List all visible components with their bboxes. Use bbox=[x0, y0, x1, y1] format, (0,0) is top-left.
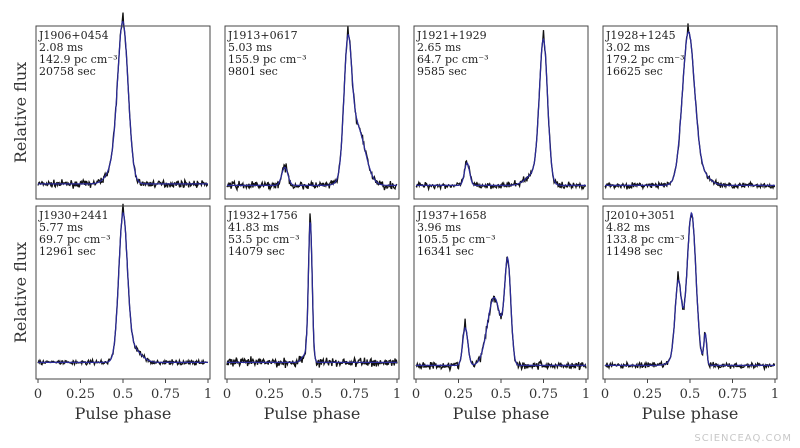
model-series-line bbox=[605, 30, 775, 186]
y-axis-label: Relative flux bbox=[11, 62, 30, 163]
plot-frame bbox=[224, 25, 400, 200]
period-label: 4.82 ms bbox=[606, 221, 650, 234]
dm-label: 64.7 pc cm⁻³ bbox=[417, 53, 489, 66]
plot-frame bbox=[413, 25, 589, 200]
x-tick-label: 1 bbox=[393, 387, 401, 402]
x-tick-label: 0.5 bbox=[113, 387, 134, 402]
dm-label: 69.7 pc cm⁻³ bbox=[39, 233, 111, 246]
x-tick-label: 0.25 bbox=[66, 387, 95, 402]
model-series-line bbox=[38, 20, 208, 185]
x-tick-label: 0.5 bbox=[302, 387, 323, 402]
x-axis-label: Pulse phase bbox=[453, 404, 550, 423]
x-tick-label: 1 bbox=[204, 387, 212, 402]
period-label: 2.08 ms bbox=[39, 41, 83, 54]
x-tick-label: 0 bbox=[34, 387, 42, 402]
x-tick-label: 0.75 bbox=[151, 387, 180, 402]
tobs-label: 12961 sec bbox=[39, 245, 96, 258]
x-axis-label: Pulse phase bbox=[75, 404, 172, 423]
plot-frame bbox=[602, 25, 778, 200]
dm-label: 179.2 pc cm⁻³ bbox=[606, 53, 685, 66]
x-tick-label: 1 bbox=[582, 387, 590, 402]
watermark: SCIENCEAQ.COM bbox=[694, 433, 792, 444]
dm-label: 53.5 pc cm⁻³ bbox=[228, 233, 300, 246]
dm-label: 155.9 pc cm⁻³ bbox=[228, 53, 307, 66]
dm-label: 142.9 pc cm⁻³ bbox=[39, 53, 118, 66]
pulsar-name-label: J1932+1756 bbox=[227, 209, 298, 222]
model-series-line bbox=[38, 211, 208, 363]
tobs-label: 16341 sec bbox=[417, 245, 474, 258]
x-tick-label: 1 bbox=[771, 387, 779, 402]
x-tick-label: 0.25 bbox=[633, 387, 662, 402]
pulsar-name-label: J1921+1929 bbox=[416, 29, 487, 42]
tobs-label: 9585 sec bbox=[417, 65, 467, 78]
x-axis-label: Pulse phase bbox=[264, 404, 361, 423]
tobs-label: 20758 sec bbox=[39, 65, 96, 78]
tobs-label: 16625 sec bbox=[606, 65, 663, 78]
x-tick-label: 0 bbox=[601, 387, 609, 402]
dm-label: 105.5 pc cm⁻³ bbox=[417, 233, 496, 246]
dm-label: 133.8 pc cm⁻³ bbox=[606, 233, 685, 246]
tobs-label: 11498 sec bbox=[606, 245, 663, 258]
model-series-line bbox=[227, 222, 397, 363]
period-label: 5.03 ms bbox=[228, 41, 272, 54]
data-series-line bbox=[37, 203, 209, 367]
x-tick-label: 0.25 bbox=[444, 387, 473, 402]
period-label: 41.83 ms bbox=[228, 221, 279, 234]
pulsar-name-label: J1937+1658 bbox=[416, 209, 487, 222]
period-label: 3.96 ms bbox=[417, 221, 461, 234]
model-series-line bbox=[605, 211, 775, 366]
pulsar-name-label: J2010+3051 bbox=[605, 209, 676, 222]
x-axis-label: Pulse phase bbox=[642, 404, 739, 423]
pulsar-name-label: J1928+1245 bbox=[605, 29, 676, 42]
y-axis-label: Relative flux bbox=[11, 242, 30, 343]
tobs-label: 9801 sec bbox=[228, 65, 278, 78]
x-tick-label: 0.75 bbox=[529, 387, 558, 402]
plot-frame bbox=[35, 25, 211, 200]
tobs-label: 14079 sec bbox=[228, 245, 285, 258]
model-series-line bbox=[416, 37, 586, 186]
model-series-line bbox=[416, 255, 586, 366]
x-tick-label: 0 bbox=[412, 387, 420, 402]
x-tick-label: 0.5 bbox=[491, 387, 512, 402]
pulsar-name-label: J1906+0454 bbox=[38, 29, 109, 42]
x-tick-label: 0.75 bbox=[718, 387, 747, 402]
x-tick-label: 0 bbox=[223, 387, 231, 402]
period-label: 5.77 ms bbox=[39, 221, 83, 234]
x-tick-label: 0.75 bbox=[340, 387, 369, 402]
pulsar-name-label: J1930+2441 bbox=[38, 209, 109, 222]
data-series-line bbox=[415, 256, 587, 373]
x-tick-label: 0.25 bbox=[255, 387, 284, 402]
x-tick-label: 0.5 bbox=[680, 387, 701, 402]
period-label: 3.02 ms bbox=[606, 41, 650, 54]
model-series-line bbox=[227, 33, 397, 186]
pulsar-name-label: J1913+0617 bbox=[227, 29, 298, 42]
period-label: 2.65 ms bbox=[417, 41, 461, 54]
